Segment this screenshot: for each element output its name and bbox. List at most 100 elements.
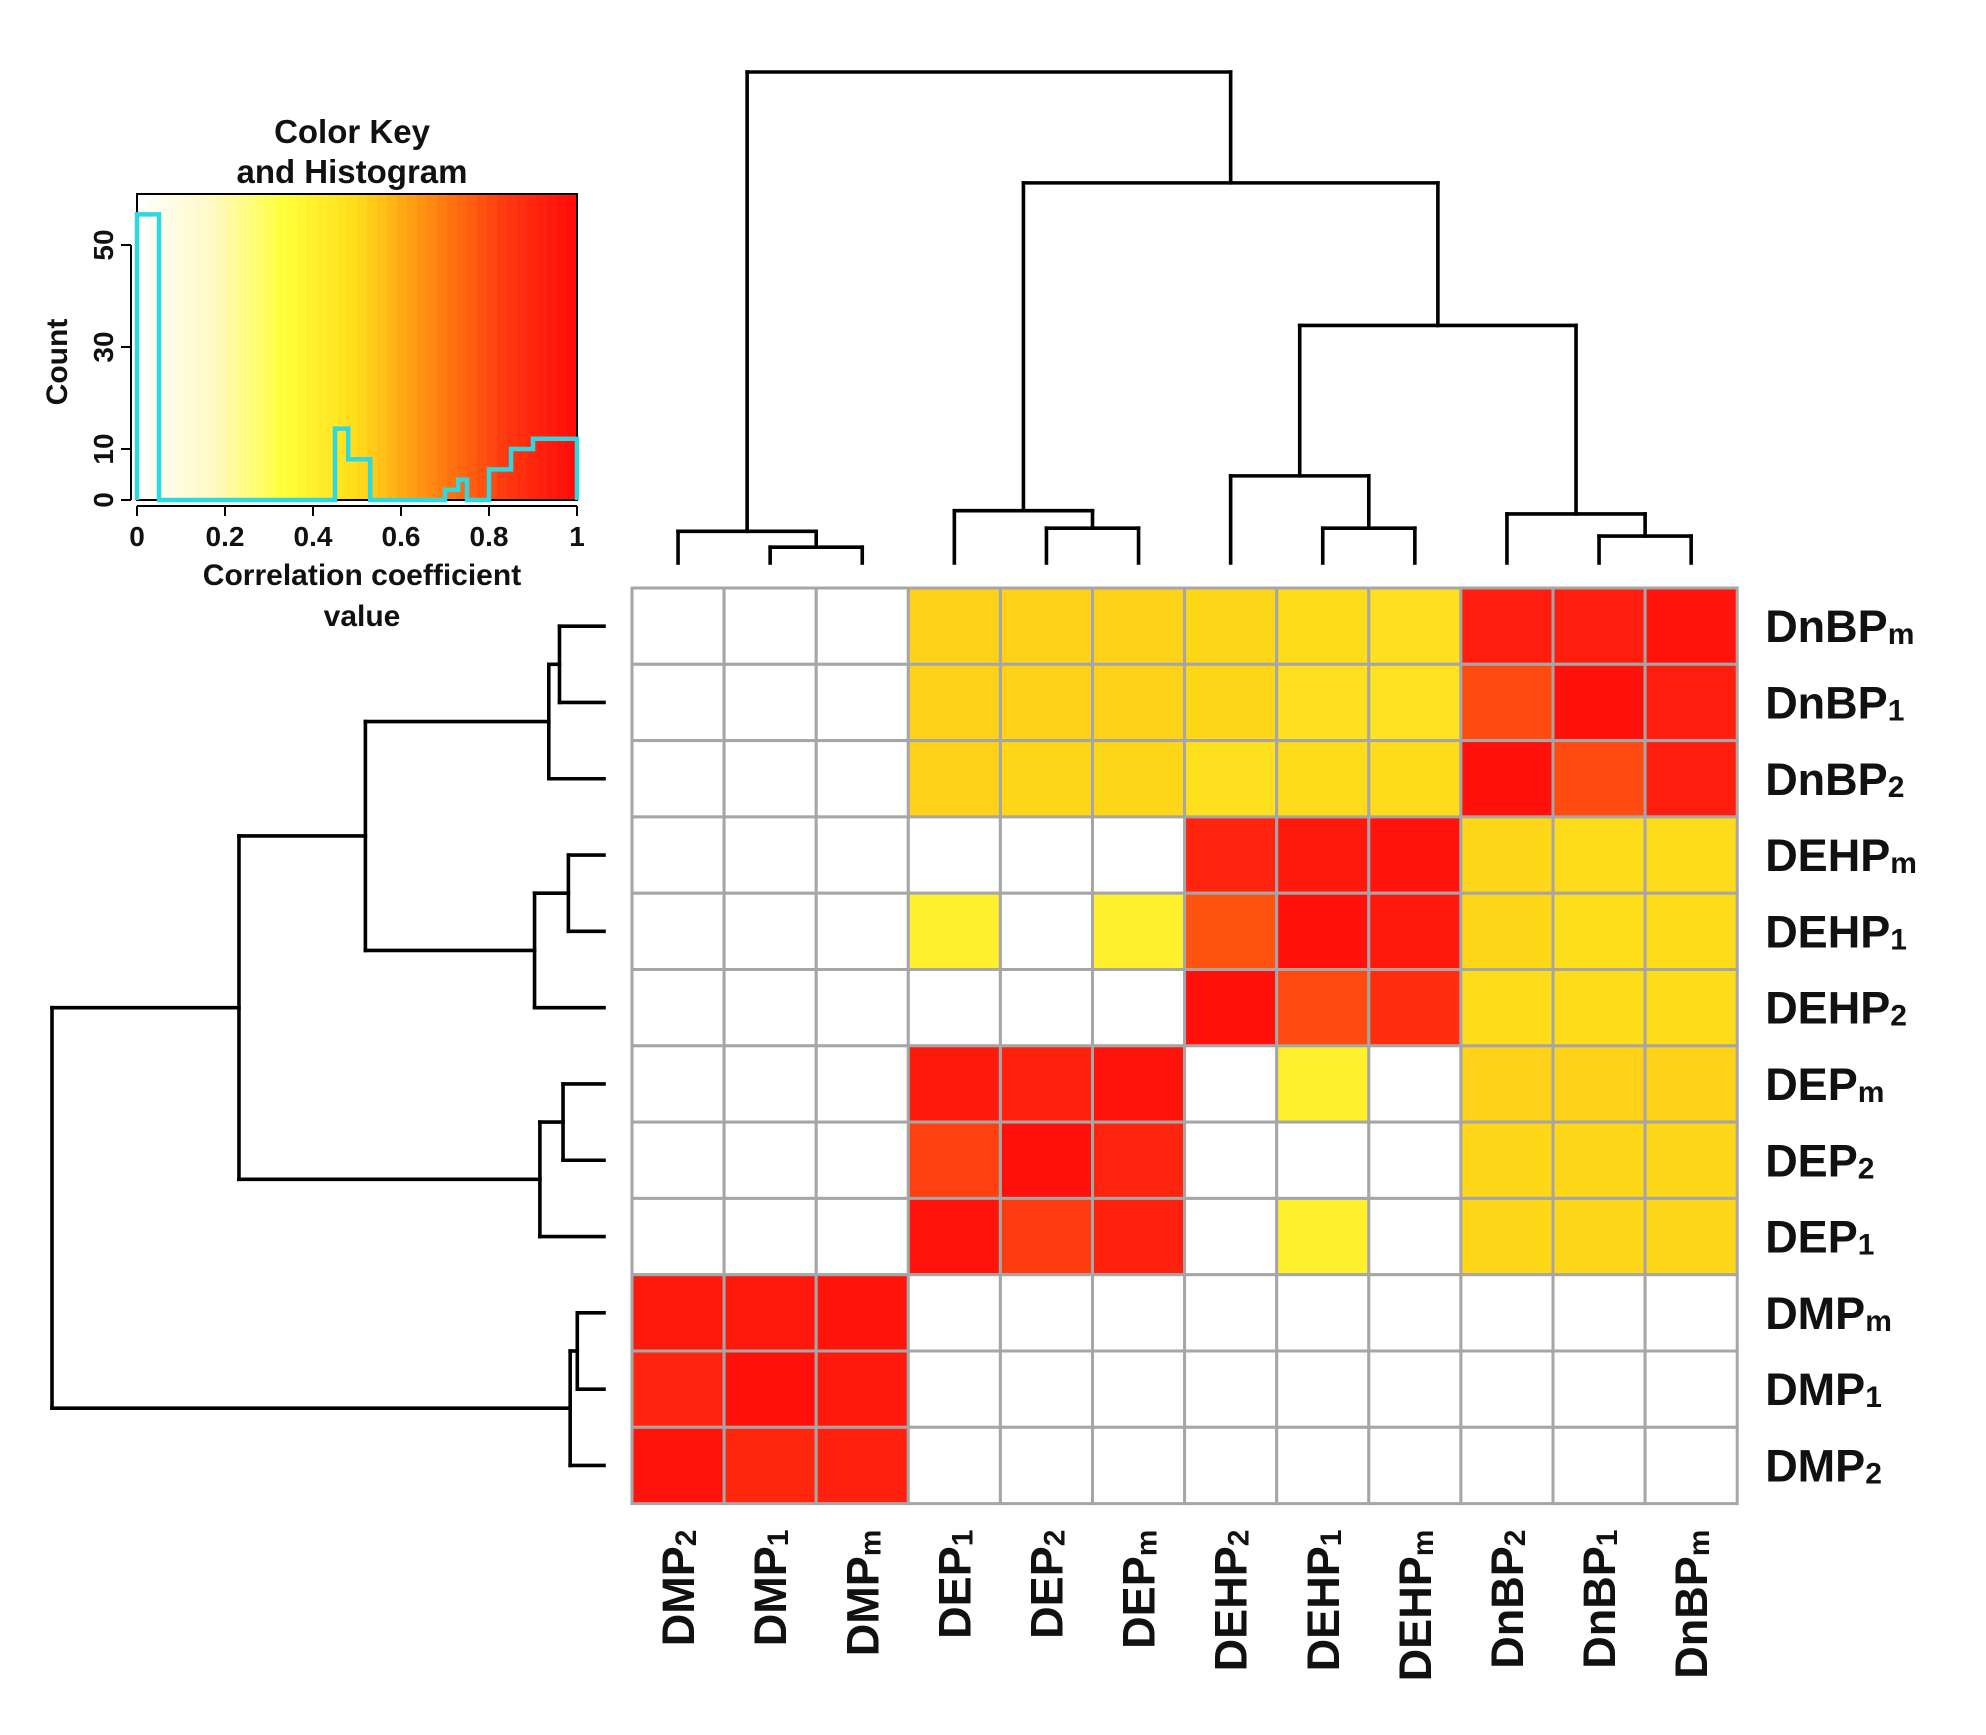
color-key-strip bbox=[177, 194, 188, 500]
heatmap-cell bbox=[1091, 662, 1187, 743]
color-key-strip bbox=[307, 194, 318, 500]
color-key-strip bbox=[547, 194, 558, 500]
color-key-strip bbox=[207, 194, 218, 500]
color-key-gradient bbox=[137, 194, 578, 500]
row-label: DEPm bbox=[1765, 1059, 1884, 1110]
heatmap-cell bbox=[1183, 1120, 1279, 1200]
color-key-strip bbox=[377, 194, 388, 500]
heatmap-cell bbox=[1367, 739, 1463, 819]
row-label: DEP2 bbox=[1765, 1135, 1874, 1186]
heatmap-cell bbox=[814, 815, 910, 895]
color-key-strip bbox=[287, 194, 298, 500]
heatmap-cell bbox=[1551, 968, 1647, 1048]
color-key-strip bbox=[147, 194, 158, 500]
heatmap-cell bbox=[814, 739, 910, 819]
column-label: DEP1 bbox=[929, 1530, 980, 1639]
heatmap-cell bbox=[1551, 1044, 1647, 1124]
heatmap-cell bbox=[630, 1044, 726, 1124]
color-key-strip bbox=[257, 194, 268, 500]
heatmap-cell bbox=[1275, 1273, 1371, 1353]
heatmap-cell bbox=[722, 1273, 818, 1353]
heatmap-cell bbox=[1643, 815, 1739, 895]
heatmap-cell bbox=[906, 891, 1002, 972]
color-key-strip bbox=[327, 194, 338, 500]
color-key-y-tick-label: 50 bbox=[88, 229, 119, 260]
heatmap-cell bbox=[1091, 1044, 1187, 1124]
color-key-title-line2: and Histogram bbox=[236, 153, 467, 190]
heatmap-cell bbox=[998, 815, 1095, 895]
column-label: DnBP1 bbox=[1574, 1530, 1625, 1669]
heatmap-cell bbox=[630, 1120, 726, 1200]
heatmap-cell bbox=[630, 815, 726, 895]
color-key-y-tick-label: 10 bbox=[88, 433, 119, 464]
heatmap-cell bbox=[722, 586, 818, 666]
heatmap-cell bbox=[1551, 1196, 1647, 1277]
row-labels: DnBPm DnBP1 DnBP2 DEHPm DEHP1 DEHP2 DEPm DEP2 DE… bbox=[1765, 601, 1917, 1491]
heatmap-cell bbox=[998, 891, 1095, 972]
heatmap-cell bbox=[1551, 891, 1647, 972]
row-label: DMP1 bbox=[1765, 1364, 1882, 1415]
heatmap-cell bbox=[998, 1196, 1095, 1277]
heatmap-cell bbox=[722, 968, 818, 1048]
color-key-strip bbox=[217, 194, 228, 500]
color-key-strip bbox=[467, 194, 478, 500]
heatmap-cell bbox=[1183, 662, 1279, 743]
heatmap-cell bbox=[1367, 1044, 1463, 1124]
heatmap-cell bbox=[722, 662, 818, 743]
heatmap-cell bbox=[814, 1196, 910, 1277]
row-label: DEHPm bbox=[1765, 830, 1917, 881]
color-key-y-tick-label: 0 bbox=[88, 492, 119, 508]
heatmap-cell bbox=[1551, 1273, 1647, 1353]
heatmap-cell bbox=[906, 1120, 1002, 1200]
heatmap-cell bbox=[630, 1273, 726, 1353]
heatmap-cell bbox=[1367, 662, 1463, 743]
heatmap-cell bbox=[1643, 1273, 1739, 1353]
heatmap-cell bbox=[906, 662, 1002, 743]
heatmap-cell bbox=[722, 1196, 818, 1277]
heatmap-cell bbox=[1551, 1349, 1647, 1429]
row-label: DnBPm bbox=[1765, 601, 1914, 652]
heatmap-cell bbox=[1275, 1044, 1371, 1124]
heatmap-cell bbox=[814, 586, 910, 666]
heatmap-cell bbox=[1551, 1425, 1647, 1506]
histogram-line bbox=[134, 212, 580, 503]
heatmap-cell bbox=[906, 1044, 1002, 1124]
color-key-x-tick-label: 0.2 bbox=[206, 521, 245, 552]
heatmap-cell bbox=[1091, 1273, 1187, 1353]
heatmap-cell bbox=[1367, 815, 1463, 895]
heatmap-cell bbox=[906, 815, 1002, 895]
heatmap-cell bbox=[630, 891, 726, 972]
column-label: DnBP2 bbox=[1482, 1530, 1533, 1669]
heatmap-cell bbox=[1551, 1120, 1647, 1200]
color-key-strip bbox=[317, 194, 328, 500]
column-label: DEHP2 bbox=[1206, 1530, 1257, 1672]
heatmap-cell bbox=[814, 662, 910, 743]
color-key-strip bbox=[427, 194, 438, 500]
heatmap-cell bbox=[630, 662, 726, 743]
heatmap-cell bbox=[814, 891, 910, 972]
color-key-strip bbox=[187, 194, 198, 500]
heatmap-cell bbox=[1459, 1425, 1555, 1506]
color-key-xlabel-line1: Correlation coefficient bbox=[203, 559, 521, 592]
heatmap-cell bbox=[630, 968, 726, 1048]
heatmap-cell bbox=[1091, 586, 1187, 666]
row-label: DEP1 bbox=[1765, 1212, 1874, 1263]
heatmap-cell bbox=[1275, 1425, 1371, 1506]
heatmap-cell bbox=[722, 1120, 818, 1200]
heatmap-cell bbox=[814, 1273, 910, 1353]
column-labels: DMP2 DMP1 DMPm DEP1 DEP2 DEPm DEHP2 DEHP1 DEHPm D… bbox=[653, 1530, 1717, 1682]
heatmap-cell bbox=[1183, 1425, 1279, 1506]
color-key-strip bbox=[447, 194, 458, 500]
heatmap-cell bbox=[1643, 1120, 1739, 1200]
heatmap-cell bbox=[1091, 1349, 1187, 1429]
heatmap-cell bbox=[1091, 1425, 1187, 1506]
color-key-strip bbox=[247, 194, 258, 500]
heatmap-cell bbox=[1459, 1196, 1555, 1277]
heatmap-cell bbox=[1091, 891, 1187, 972]
heatmap-cell bbox=[630, 1425, 726, 1506]
heatmap-cell bbox=[814, 1425, 910, 1506]
heatmap-cell bbox=[722, 1349, 818, 1429]
heatmap-cell bbox=[1459, 1044, 1555, 1124]
color-key-x-tick-label: 0.6 bbox=[382, 521, 421, 552]
